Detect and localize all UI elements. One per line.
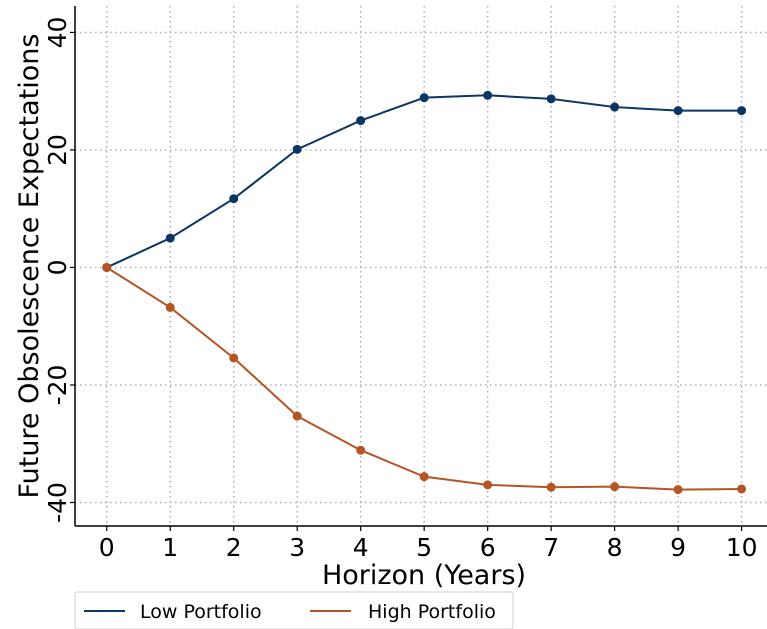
x-axis-ticks: 0 1 2 3 4 5 6 7 8 9 10 — [99, 526, 758, 562]
data-point — [419, 472, 429, 482]
x-tick-label: 7 — [543, 533, 559, 562]
data-point — [610, 102, 620, 112]
data-point — [610, 482, 620, 492]
data-point — [483, 480, 493, 490]
x-tick-label: 3 — [289, 533, 305, 562]
data-point — [546, 94, 556, 104]
series-group — [102, 90, 747, 495]
data-point — [229, 353, 239, 363]
axes — [74, 6, 767, 527]
series-1 — [102, 262, 747, 495]
x-tick-label: 8 — [607, 533, 623, 562]
x-tick-label: 1 — [162, 533, 178, 562]
x-tick-label: 9 — [670, 533, 686, 562]
data-point — [673, 106, 683, 116]
x-tick-label: 5 — [416, 533, 432, 562]
x-tick-label: 6 — [480, 533, 496, 562]
data-point — [419, 93, 429, 103]
series-0 — [102, 90, 747, 272]
data-point — [737, 484, 747, 494]
y-tick-label: 0 — [43, 260, 72, 276]
data-point — [673, 485, 683, 495]
data-point — [356, 116, 366, 126]
y-tick-label: 20 — [43, 134, 72, 166]
y-tick-label: 40 — [43, 17, 72, 49]
data-point — [292, 411, 302, 421]
x-tick-label: 10 — [726, 533, 758, 562]
data-point — [483, 90, 493, 100]
data-point — [292, 144, 302, 154]
legend-box — [74, 591, 514, 629]
data-point — [546, 482, 556, 492]
data-point — [165, 302, 175, 312]
grid-lines — [75, 6, 767, 526]
x-axis-label: Horizon (Years) — [322, 560, 526, 591]
y-axis-label: Future Obsolescence Expectations — [14, 34, 45, 499]
x-tick-label: 2 — [226, 533, 242, 562]
legend-label: Low Portfolio — [140, 601, 262, 623]
x-tick-label: 4 — [353, 533, 369, 562]
y-axis-ticks: -40 -20 0 20 40 — [43, 17, 75, 523]
data-point — [102, 262, 112, 272]
data-point — [229, 194, 239, 204]
data-point — [356, 445, 366, 455]
data-point — [165, 233, 175, 243]
data-point — [737, 106, 747, 116]
y-tick-label: -20 — [43, 365, 72, 406]
x-tick-label: 0 — [99, 533, 115, 562]
legend-label: High Portfolio — [368, 601, 496, 623]
legend: Low Portfolio High Portfolio — [74, 591, 514, 629]
y-tick-label: -40 — [43, 482, 72, 523]
